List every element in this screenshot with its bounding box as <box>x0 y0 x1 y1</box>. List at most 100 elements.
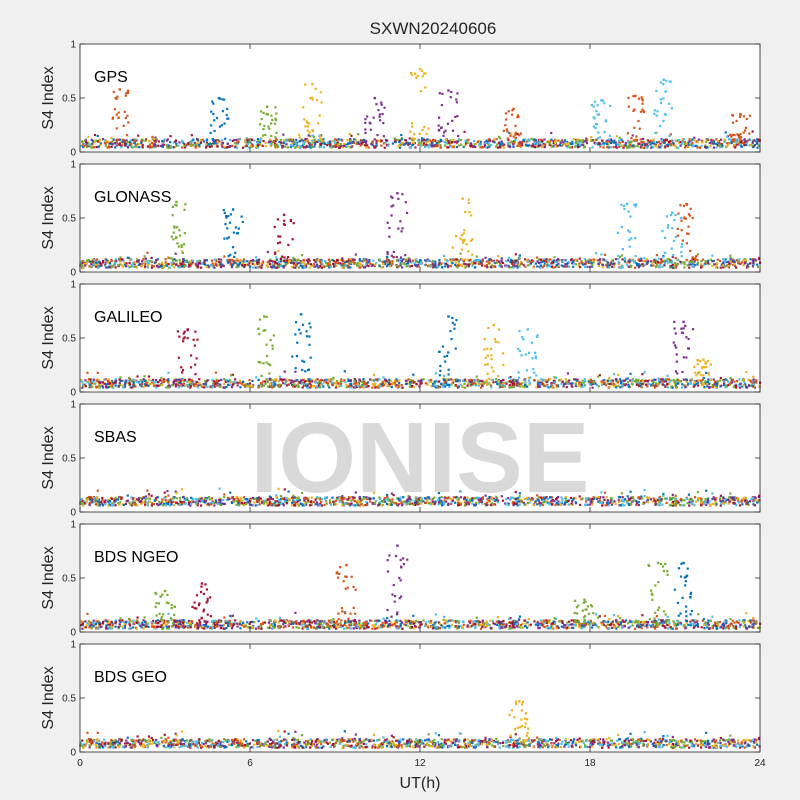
data-point <box>755 379 758 382</box>
data-point <box>301 144 304 147</box>
data-point <box>604 384 608 387</box>
data-point <box>227 145 230 148</box>
data-point <box>286 261 289 265</box>
data-point <box>742 379 746 382</box>
data-point <box>541 140 544 143</box>
data-point <box>137 259 141 262</box>
data-point <box>174 140 177 143</box>
data-point <box>660 378 664 381</box>
data-point <box>727 260 730 263</box>
data-point <box>404 379 408 382</box>
data-point <box>241 264 244 267</box>
data-point <box>621 381 624 384</box>
data-point <box>196 139 200 142</box>
data-point <box>299 260 303 263</box>
spike-point <box>260 374 263 377</box>
data-point <box>123 263 127 266</box>
data-point <box>150 264 154 267</box>
data-point <box>570 142 573 146</box>
data-point <box>301 386 304 389</box>
data-point <box>406 141 409 144</box>
data-point <box>608 138 611 141</box>
data-point <box>701 258 704 261</box>
data-point <box>642 380 645 383</box>
spike-point <box>294 367 297 370</box>
data-point <box>567 382 570 386</box>
data-point <box>105 383 108 386</box>
data-point <box>81 386 84 389</box>
spike-point <box>680 245 683 248</box>
spike-point <box>218 125 222 128</box>
data-point <box>192 138 195 141</box>
data-point <box>546 383 549 386</box>
data-point <box>408 142 411 145</box>
data-point <box>578 382 581 385</box>
data-point <box>311 141 314 144</box>
data-point <box>658 261 661 264</box>
data-point <box>414 146 417 149</box>
data-point <box>501 144 505 147</box>
data-point <box>141 146 144 149</box>
data-point <box>733 261 736 264</box>
data-point <box>513 260 516 264</box>
spike-point <box>234 261 237 265</box>
data-point <box>227 258 230 262</box>
data-point <box>447 264 450 268</box>
data-point <box>285 143 288 146</box>
data-point <box>740 139 743 143</box>
data-point <box>490 259 493 262</box>
data-point <box>377 384 380 387</box>
data-point <box>660 261 663 264</box>
data-point <box>278 264 282 268</box>
spike-point <box>171 214 174 217</box>
data-point <box>478 262 481 265</box>
data-point <box>731 258 734 261</box>
data-point <box>420 502 423 505</box>
data-point <box>547 259 550 263</box>
data-point <box>247 139 250 142</box>
data-point <box>704 145 707 149</box>
spike-peak <box>447 89 450 92</box>
data-point <box>653 142 656 145</box>
data-point <box>532 142 535 145</box>
data-point <box>325 378 328 381</box>
spike-point <box>469 214 473 217</box>
data-point <box>758 256 761 260</box>
spike-point <box>275 112 278 115</box>
data-point <box>659 263 662 267</box>
spike-point <box>410 74 413 77</box>
data-point <box>245 144 248 147</box>
data-point <box>553 379 556 382</box>
spike-point <box>467 201 470 205</box>
data-point <box>412 142 415 146</box>
data-point <box>738 136 741 139</box>
data-point <box>720 384 723 387</box>
data-point <box>313 259 316 262</box>
spike-point <box>740 136 743 139</box>
data-point <box>231 144 234 147</box>
data-point <box>512 143 515 146</box>
spike-point <box>511 109 514 112</box>
data-point <box>307 262 310 266</box>
data-point <box>735 259 738 262</box>
data-point <box>537 144 540 148</box>
data-point <box>238 263 241 266</box>
data-point <box>501 261 505 265</box>
data-point <box>675 263 678 266</box>
data-point <box>118 138 122 141</box>
data-point <box>654 259 657 262</box>
data-point <box>582 385 585 388</box>
spike-point <box>183 336 186 339</box>
data-point <box>608 382 611 385</box>
data-point <box>484 256 487 259</box>
data-point <box>366 144 369 147</box>
data-point <box>430 141 433 144</box>
data-point <box>439 144 442 147</box>
data-point <box>440 262 443 265</box>
data-point <box>580 139 583 142</box>
data-point <box>150 259 153 263</box>
spike-peak <box>217 96 221 100</box>
data-point <box>451 261 454 264</box>
data-point <box>614 258 618 261</box>
spike-point <box>419 90 423 93</box>
